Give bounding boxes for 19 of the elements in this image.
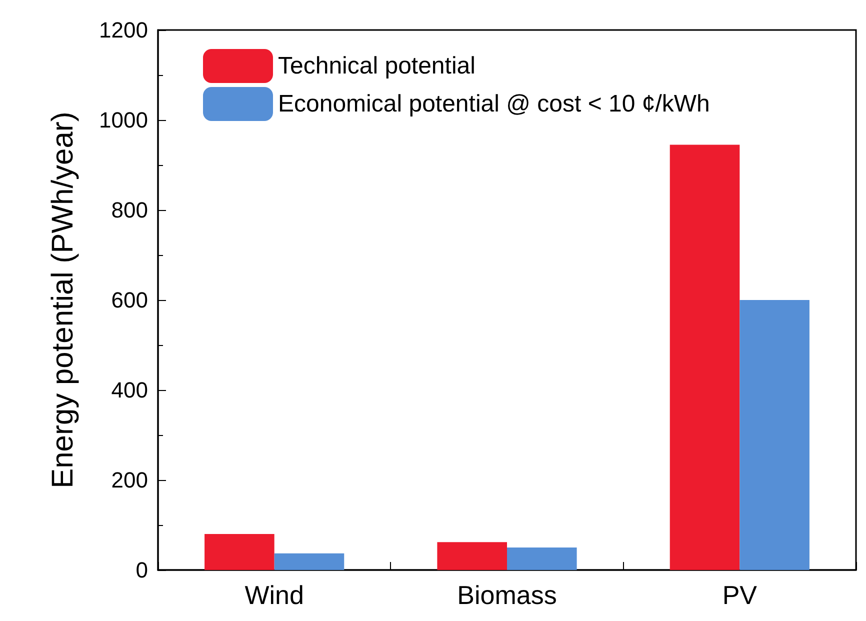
bar xyxy=(204,534,274,570)
y-tick-label: 0 xyxy=(136,558,148,582)
legend-label: Technical potential xyxy=(278,52,476,80)
y-tick-label: 600 xyxy=(111,288,148,312)
x-tick-label: PV xyxy=(722,580,758,610)
x-tick-label: Biomass xyxy=(457,580,557,610)
bar xyxy=(507,548,577,570)
bar xyxy=(740,300,810,570)
x-tick-label: Wind xyxy=(244,580,304,610)
y-tick-label: 400 xyxy=(111,378,148,402)
y-tick-label: 1000 xyxy=(99,108,148,132)
y-tick-label: 200 xyxy=(111,468,148,492)
bar xyxy=(670,144,740,570)
y-axis-title: Energy potential (PWh/year) xyxy=(46,112,80,488)
y-tick-label: 800 xyxy=(111,198,148,222)
legend-label: Economical potential @ cost < 10 ¢/kWh xyxy=(278,90,710,118)
bar xyxy=(274,553,344,570)
bar xyxy=(437,542,507,570)
y-tick-label: 1200 xyxy=(99,18,148,42)
